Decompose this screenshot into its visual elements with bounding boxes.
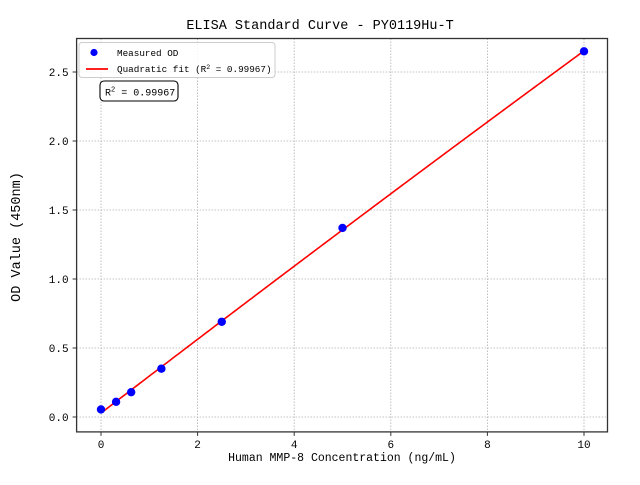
- svg-text:8: 8: [484, 440, 491, 452]
- svg-text:Human MMP-8 Concentration (ng/: Human MMP-8 Concentration (ng/mL): [228, 452, 456, 465]
- svg-text:Measured OD: Measured OD: [117, 48, 179, 59]
- svg-text:2: 2: [194, 440, 201, 452]
- svg-text:ELISA Standard Curve - PY0119H: ELISA Standard Curve - PY0119Hu-T: [186, 19, 453, 34]
- svg-text:0.0: 0.0: [49, 413, 69, 425]
- svg-text:10: 10: [577, 440, 590, 452]
- svg-text:2.0: 2.0: [49, 137, 69, 149]
- svg-text:6: 6: [387, 440, 394, 452]
- svg-text:0: 0: [98, 440, 105, 452]
- svg-text:R2 = 0.99967: R2 = 0.99967: [105, 86, 175, 99]
- svg-text:0.5: 0.5: [49, 344, 69, 356]
- svg-text:1.5: 1.5: [49, 206, 69, 218]
- svg-text:4: 4: [291, 440, 298, 452]
- svg-text:OD Value (450nm): OD Value (450nm): [10, 172, 25, 302]
- svg-text:Quadratic fit (R2 = 0.99967): Quadratic fit (R2 = 0.99967): [117, 64, 272, 76]
- svg-text:2.5: 2.5: [49, 68, 69, 80]
- svg-text:1.0: 1.0: [49, 275, 69, 287]
